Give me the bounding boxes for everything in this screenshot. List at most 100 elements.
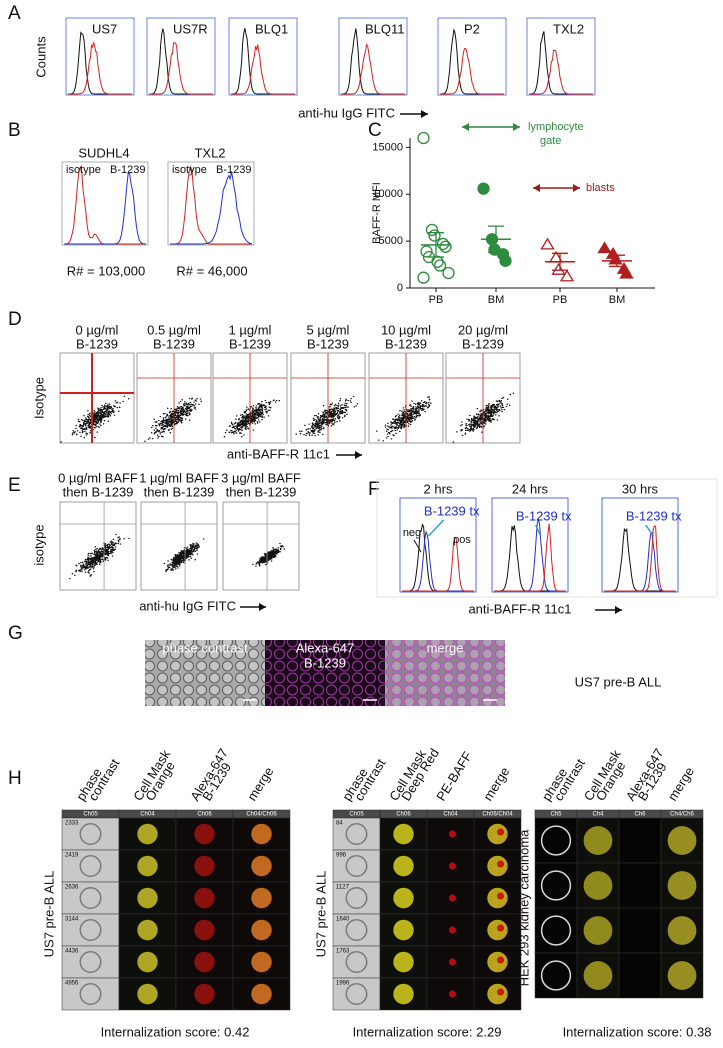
histogram-curve — [529, 31, 593, 95]
x-tick-label: PB — [429, 294, 444, 306]
cell — [667, 871, 697, 900]
y-tick-label: 15000 — [372, 141, 403, 153]
histogram-curve — [604, 527, 676, 592]
object-id: 2419 — [65, 853, 79, 859]
isotype-label: isotype — [172, 164, 207, 176]
cell — [194, 855, 215, 877]
plot-title: B-1239 — [229, 336, 271, 351]
image-cell — [618, 862, 662, 909]
cell — [496, 828, 505, 836]
cell — [487, 855, 508, 877]
cell — [393, 855, 414, 877]
image-label: B-1239 — [304, 655, 346, 670]
error-bar — [488, 225, 504, 254]
channel-label: Ch06/Ch04 — [482, 812, 513, 818]
cell — [667, 916, 697, 945]
cell — [79, 951, 102, 973]
cell — [487, 887, 508, 909]
histogram-curve — [63, 165, 146, 245]
panel-letter: D — [8, 309, 22, 330]
histogram-curve — [440, 47, 504, 95]
dot-plot-frame — [140, 501, 218, 591]
plot-title: B-1239 — [307, 336, 349, 351]
isotype-label: isotype — [66, 164, 101, 176]
histogram-title: TXL2 — [194, 145, 225, 160]
internalization-score: Internalization score: 2.29 — [353, 1024, 502, 1039]
histogram-title: US7 — [92, 21, 117, 36]
histogram-curve — [604, 525, 676, 592]
plot-title: B-1239 — [76, 336, 118, 351]
channel-label: Ch6 — [634, 812, 646, 818]
cell — [487, 823, 508, 845]
plot-title: B-1239 — [385, 336, 427, 351]
object-id: 2636 — [65, 885, 79, 891]
plot-title: 2 hrs — [424, 481, 453, 496]
x-axis-label: anti-BAFF-R 11c1 — [468, 601, 571, 616]
histogram-curve — [231, 44, 295, 95]
cell — [345, 887, 368, 909]
column-header: merge — [665, 764, 697, 803]
histogram-title: US7R — [173, 21, 208, 36]
histogram-title: P2 — [464, 21, 480, 36]
cell — [393, 983, 414, 1005]
histogram-frame — [338, 17, 408, 96]
histogram-curve — [68, 42, 132, 95]
cell — [345, 919, 368, 941]
plot-title: 1 µg/ml — [229, 322, 272, 337]
data-point — [428, 229, 441, 242]
y-tick-label: 0 — [397, 282, 403, 294]
cell — [487, 983, 508, 1005]
data-point — [420, 245, 433, 258]
cell — [194, 823, 215, 845]
data-point — [540, 237, 555, 250]
quadrant-lines — [223, 502, 299, 590]
image-label: Alexa-647 — [296, 640, 355, 655]
data-point — [436, 237, 450, 251]
cell — [496, 892, 505, 900]
cell-line-label: HEK 293 kidney carcinoma — [516, 829, 531, 987]
data-point — [477, 182, 490, 195]
internalization-score: Internalization score: 0.42 — [101, 1024, 250, 1039]
cell — [667, 961, 697, 990]
cell — [194, 919, 215, 941]
histogram-curve — [529, 49, 593, 95]
cell — [79, 887, 102, 909]
cell — [194, 983, 215, 1005]
histogram-frame — [167, 161, 255, 246]
panel-frame — [376, 478, 718, 598]
histogram-curve — [149, 28, 213, 95]
cell — [251, 983, 272, 1005]
microscopy-image — [385, 640, 505, 706]
arrow-head — [462, 123, 469, 131]
x-tick-label: BM — [488, 294, 505, 306]
channel-label: Ch06 — [396, 812, 411, 818]
plot-title: 24 hrs — [512, 481, 549, 496]
object-id: 2333 — [65, 821, 79, 827]
object-id: 1996 — [336, 981, 350, 987]
cell — [448, 830, 457, 838]
histogram-curve — [494, 523, 566, 592]
treatment-label: B-1239 tx — [516, 508, 572, 523]
dot-cloud — [144, 397, 203, 442]
cell — [448, 926, 457, 934]
histogram-curve — [149, 42, 213, 95]
annotation: blasts — [586, 182, 615, 194]
dot-plot-frame — [59, 352, 135, 444]
annotation: gate — [540, 135, 561, 147]
plot-title: then B-1239 — [144, 484, 215, 499]
cell — [194, 951, 215, 973]
plot-title: then B-1239 — [226, 484, 297, 499]
cell-line-label: US7 pre-B ALL — [41, 871, 56, 958]
histogram-title: BLQ1 — [255, 21, 288, 36]
histogram-curve — [231, 28, 295, 95]
histogram-frame — [491, 497, 569, 593]
data-point — [425, 223, 439, 237]
cell — [667, 826, 697, 855]
object-id: 84 — [336, 821, 343, 827]
object-id: 3144 — [65, 917, 79, 923]
data-point — [417, 271, 430, 284]
pointer-line — [535, 524, 542, 537]
cell — [251, 855, 272, 877]
dot-plot-frame — [59, 501, 137, 591]
